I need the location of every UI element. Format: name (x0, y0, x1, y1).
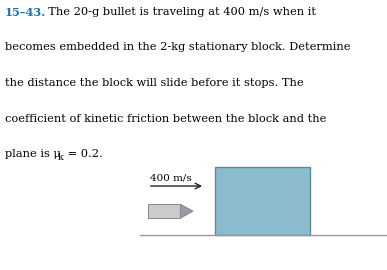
Text: becomes embedded in the 2-kg stationary block. Determine: becomes embedded in the 2-kg stationary … (5, 42, 351, 52)
Text: 15–43.: 15–43. (5, 7, 46, 18)
Polygon shape (180, 204, 193, 218)
Text: coefficient of kinetic friction between the block and the: coefficient of kinetic friction between … (5, 114, 326, 124)
Text: the distance the block will slide before it stops. The: the distance the block will slide before… (5, 78, 304, 88)
Text: 400 m/s: 400 m/s (150, 173, 192, 182)
Text: The 20-g bullet is traveling at 400 m/s when it: The 20-g bullet is traveling at 400 m/s … (41, 7, 316, 17)
Bar (215, 167, 310, 235)
Text: = 0.2.: = 0.2. (64, 149, 103, 159)
Text: plane is μ: plane is μ (5, 149, 61, 159)
Bar (148, 204, 180, 218)
Text: k: k (57, 153, 63, 162)
